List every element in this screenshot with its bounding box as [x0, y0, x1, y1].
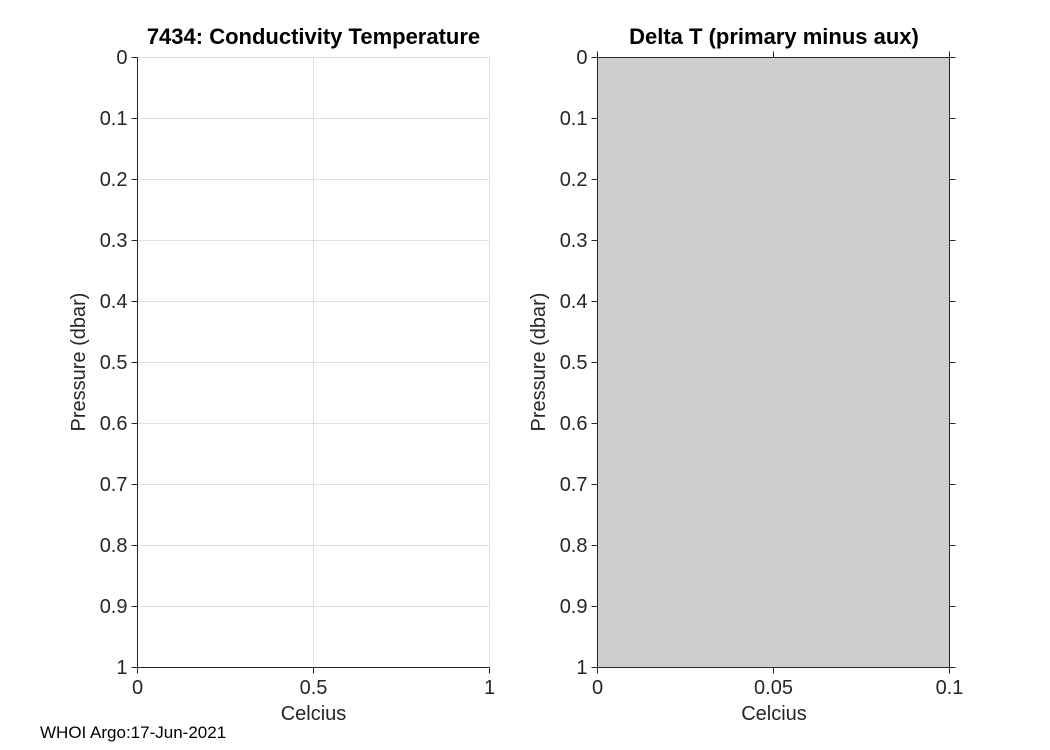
right-plot-x-axis-label: Celcius [741, 703, 807, 725]
x-tick-label: 0.5 [299, 676, 328, 699]
delta-t-area-fill [597, 57, 950, 668]
y-tick-label: 0.9 [559, 595, 588, 618]
y-tick-label: 0.5 [99, 351, 128, 374]
y-tick-label: 0 [116, 46, 128, 69]
y-tick-label: 0 [576, 46, 588, 69]
y-tick-label: 1 [576, 656, 588, 679]
y-tick-label: 0.8 [559, 534, 588, 557]
y-tick-label: 0.4 [559, 290, 588, 313]
y-tick-label: 0.1 [559, 107, 588, 130]
right-plot-title: Delta T (primary minus aux) [629, 24, 919, 49]
left-plot-x-axis-label: Celcius [280, 703, 347, 725]
y-tick-label: 0.4 [99, 290, 128, 313]
y-tick-label: 0.7 [559, 473, 588, 496]
y-tick-label: 0.5 [559, 351, 588, 374]
x-tick-label: 0 [131, 676, 144, 699]
y-tick-label: 0.3 [99, 229, 128, 252]
y-tick-label: 0.3 [559, 229, 588, 252]
y-tick-label: 0.2 [559, 168, 588, 191]
y-tick-label: 1 [116, 656, 128, 679]
y-tick-label: 0.6 [559, 412, 588, 435]
x-tick-label: 0.1 [935, 676, 964, 699]
y-tick-label: 0.1 [99, 107, 128, 130]
y-tick-label: 0.8 [99, 534, 128, 557]
x-tick-label: 0 [591, 676, 604, 699]
y-tick-label: 0.2 [99, 168, 128, 191]
left-plot-title: 7434: Conductivity Temperature [146, 24, 481, 49]
x-tick-label: 1 [483, 676, 496, 699]
watermark-credit: WHOI Argo:17-Jun-2021 [40, 723, 227, 742]
y-tick-label: 0.9 [99, 595, 128, 618]
y-tick-label: 0.7 [99, 473, 128, 496]
y-tick-label: 0.6 [99, 412, 128, 435]
x-tick-label: 0.05 [754, 676, 793, 699]
